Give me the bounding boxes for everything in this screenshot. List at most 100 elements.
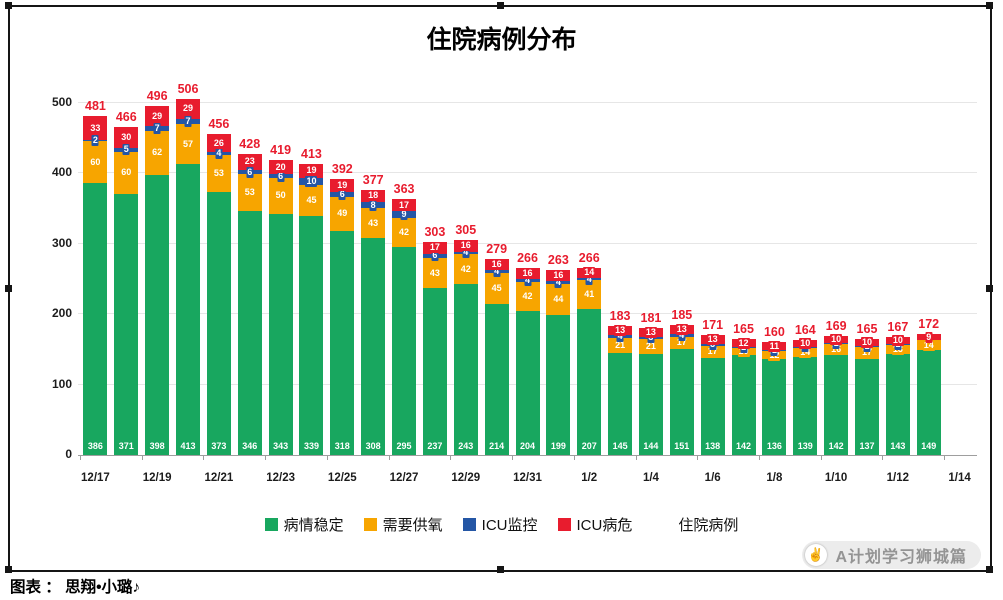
x-axis-label: 1/14 — [948, 472, 971, 484]
segment-stable — [854, 358, 879, 455]
value-label-icu-monitor: 4 — [462, 247, 470, 259]
value-label-icu-critical: 19 — [305, 165, 318, 177]
segment-stable — [700, 357, 725, 455]
bar-1/8: 13612111160 — [762, 103, 787, 455]
bar-12/24: 339 45 10 19 413 — [299, 103, 324, 455]
total-label: 266 — [578, 250, 600, 265]
segment-stable — [299, 216, 324, 455]
x-axis-line — [78, 455, 977, 456]
bar-12/29: 243 42 4 16 305 — [453, 103, 478, 455]
total-label: 165 — [856, 321, 878, 336]
frame-handle — [986, 285, 993, 292]
bar-1/7: 14210112165 — [731, 103, 756, 455]
bar-12/28: 237 43 6 17 303 — [422, 103, 447, 455]
total-label: 456 — [208, 116, 230, 131]
value-label-stable: 142 — [735, 440, 753, 452]
total-label: 506 — [177, 81, 199, 96]
value-label-oxygen: 21 — [644, 340, 657, 352]
value-label-oxygen: 43 — [367, 217, 380, 229]
value-label-oxygen: 43 — [428, 267, 441, 279]
value-label-icu-monitor: 6 — [277, 170, 285, 182]
value-label-icu-monitor: 6 — [431, 250, 439, 262]
frame-handle — [986, 566, 993, 573]
value-label-icu-monitor: 7 — [153, 123, 161, 135]
legend-label-stable: 病情稳定 — [283, 517, 344, 534]
segment-stable — [885, 354, 910, 455]
bar-1/11: 13717110165 — [854, 103, 879, 455]
segment-stable — [762, 359, 787, 455]
value-label-icu-critical: 10 — [860, 336, 873, 348]
value-label-oxygen: 53 — [212, 168, 225, 180]
watermark-text: A计划学习狮城篇 — [835, 549, 967, 566]
value-label-icu-critical: 11 — [768, 340, 781, 352]
x-axis-label: 12/23 — [266, 472, 295, 484]
legend-label-oxygen: 需要供氧 — [382, 517, 443, 534]
value-label-oxygen: 42 — [459, 263, 472, 275]
value-label-icu-monitor: 4 — [215, 148, 223, 160]
bar-1/12: 14313110167 — [885, 103, 910, 455]
bar-12/17: 386 60 2 33 481 — [83, 99, 108, 455]
legend-item-oxygen: 需要供氧 — [363, 514, 443, 535]
total-label: 263 — [547, 252, 569, 267]
gridline — [78, 172, 977, 174]
axis-tick — [758, 456, 760, 460]
x-axis-label: 12/17 — [81, 472, 110, 484]
value-label-oxygen: 42 — [398, 227, 411, 239]
value-label-stable: 144 — [642, 440, 660, 452]
value-label-oxygen: 49 — [336, 208, 349, 220]
bar-1/13: 149 14 9 172 — [916, 103, 941, 455]
legend-item-icu-monitor: ICU监控 — [462, 514, 538, 535]
bar-1/6: 13817313171 — [700, 103, 725, 455]
value-label-oxygen: 45 — [490, 283, 503, 295]
total-label: 183 — [609, 309, 631, 324]
total-label: 266 — [517, 250, 538, 265]
value-label-icu-critical: 30 — [120, 132, 133, 143]
segment-stable — [731, 355, 756, 455]
total-label: 428 — [239, 136, 261, 151]
value-label-stable: 343 — [272, 440, 290, 452]
bar-12/23: 343 50 6 20 419 — [268, 103, 293, 455]
bar-1/9: 13914110164 — [793, 103, 818, 455]
value-label-oxygen: 60 — [89, 156, 102, 168]
value-label-icu-critical: 29 — [151, 110, 164, 122]
gridline — [78, 102, 977, 103]
value-label-icu-critical: 29 — [182, 103, 195, 115]
value-label-stable: 295 — [395, 440, 413, 452]
axis-tick — [882, 456, 884, 460]
bar-12/27: 295 42 9 17 363 — [392, 103, 417, 455]
chart-credit: 图表 ： 思翔•小璐♪ — [10, 579, 141, 596]
x-axis-label: 12/27 — [389, 472, 419, 484]
bar-1/4: 14421313181 — [638, 103, 663, 455]
segment-stable — [638, 353, 663, 455]
segment-stable — [145, 174, 170, 455]
value-label-icu-critical: 16 — [552, 269, 565, 281]
value-label-stable: 339 — [302, 440, 320, 452]
legend-item-stable: 病情稳定 — [264, 514, 344, 535]
value-label-oxygen: 21 — [614, 340, 627, 352]
value-label-oxygen: 44 — [552, 293, 565, 305]
total-label: 303 — [424, 224, 446, 239]
bar-12/30: 214 45 4 16 279 — [484, 103, 509, 455]
frame-handle — [497, 2, 504, 9]
value-label-icu-critical: 33 — [89, 122, 102, 134]
x-axis-label: 12/29 — [451, 472, 481, 484]
frame-handle — [5, 566, 12, 573]
value-label-stable: 243 — [457, 440, 475, 452]
value-label-oxygen: 60 — [120, 167, 133, 179]
value-label-oxygen: 17 — [706, 346, 719, 358]
value-label-icu-monitor: 4 — [554, 277, 562, 289]
total-label: 413 — [301, 147, 322, 162]
value-label-icu-monitor: 2 — [91, 134, 99, 146]
value-label-icu-monitor: 7 — [184, 116, 192, 128]
total-label: 169 — [825, 319, 847, 334]
bar-12/19: 398 62 7 29 496 — [145, 89, 170, 455]
total-label: 466 — [115, 109, 137, 124]
value-label-icu-critical: 26 — [212, 137, 225, 149]
value-label-stable: 386 — [86, 440, 104, 452]
y-axis-label: 200 — [51, 306, 72, 321]
watermark: ✌ A计划学习狮城篇 — [802, 541, 981, 569]
axis-tick — [141, 456, 143, 460]
x-axis-label: 1/8 — [766, 472, 783, 484]
axis-tick — [265, 456, 267, 460]
